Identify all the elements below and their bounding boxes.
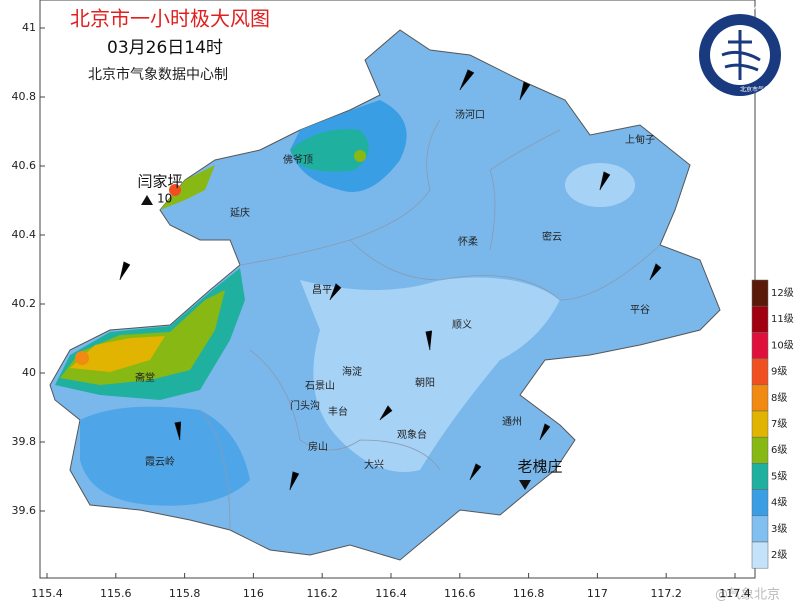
lon-tick-label: 116.2 xyxy=(306,587,338,600)
strong-wind-area xyxy=(354,150,366,162)
lat-tick-label: 39.6 xyxy=(12,504,37,517)
weak-wind-area xyxy=(300,277,560,472)
place-label: 顺义 xyxy=(452,319,472,331)
lon-tick-label: 115.4 xyxy=(31,587,63,600)
legend-swatch xyxy=(751,279,769,307)
legend-label: 5级 xyxy=(771,470,787,482)
credit: 北京市气象数据中心制 xyxy=(88,66,228,83)
place-label: 昌平 xyxy=(312,284,332,296)
legend-label: 11级 xyxy=(771,313,794,325)
watermark: @气象北京 xyxy=(715,587,780,601)
legend-swatch xyxy=(751,358,769,386)
place-label: 石景山 xyxy=(305,380,335,392)
legend-swatch xyxy=(751,489,769,517)
legend-swatch xyxy=(751,410,769,438)
weak-wind-area xyxy=(565,163,635,207)
lat-tick-label: 40.8 xyxy=(12,90,37,103)
station-name: 闫家坪 xyxy=(137,173,182,191)
logo-text-cn: 北京市气象局 xyxy=(740,86,776,94)
lon-tick-label: 116.6 xyxy=(444,587,476,600)
lat-tick-label: 40 xyxy=(22,366,36,379)
place-label: 观象台 xyxy=(397,428,427,441)
station-marker xyxy=(141,195,153,205)
logo-mark xyxy=(721,30,761,80)
moderate-wind-area xyxy=(80,406,250,506)
place-label: 丰台 xyxy=(328,405,348,418)
lat-tick-label: 40.6 xyxy=(12,159,37,172)
place-label: 斋堂 xyxy=(135,371,155,384)
station-marker xyxy=(519,480,531,490)
place-label: 海淀 xyxy=(342,365,362,378)
legend-label: 9级 xyxy=(771,366,787,378)
place-label: 佛爷顶 xyxy=(283,153,313,166)
lon-tick-label: 115.8 xyxy=(169,587,201,600)
place-label: 密云 xyxy=(542,230,562,243)
legend-swatch xyxy=(751,541,769,569)
place-label: 霞云岭 xyxy=(145,455,175,468)
lon-tick-label: 116.8 xyxy=(513,587,545,600)
legend-swatch xyxy=(751,515,769,543)
place-label: 门头沟 xyxy=(290,399,320,412)
place-label: 上甸子 xyxy=(625,133,655,146)
place-label: 通州 xyxy=(502,416,522,428)
legend-label: 10级 xyxy=(771,339,794,351)
legend-swatch xyxy=(751,384,769,412)
legend-label: 2级 xyxy=(771,549,787,561)
lon-tick-label: 116.4 xyxy=(375,587,407,600)
strong-wind-area xyxy=(169,184,181,196)
legend-swatch xyxy=(751,463,769,490)
strong-wind-area xyxy=(70,336,165,372)
lat-tick-label: 40.4 xyxy=(12,228,37,241)
station-name: 老槐庄 xyxy=(517,458,562,476)
legend-label: 3级 xyxy=(771,523,787,535)
place-label: 怀柔 xyxy=(458,236,478,248)
lat-tick-label: 41 xyxy=(22,21,36,34)
legend-label: 8级 xyxy=(771,392,787,404)
legend-label: 12级 xyxy=(771,287,794,299)
lon-tick-label: 116 xyxy=(243,587,264,600)
strong-wind-area xyxy=(75,351,89,365)
lon-tick-label: 117.2 xyxy=(650,587,682,600)
place-label: 平谷 xyxy=(630,304,650,316)
legend-label: 6级 xyxy=(771,444,787,456)
strong-wind-area xyxy=(160,165,215,210)
station-value: 10 xyxy=(157,192,172,206)
place-label: 大兴 xyxy=(364,458,384,471)
district-borders xyxy=(199,119,661,531)
place-label: 房山 xyxy=(308,440,328,453)
legend-label: 7级 xyxy=(771,418,787,430)
place-label: 朝阳 xyxy=(415,377,435,389)
legend-swatch xyxy=(751,305,769,333)
place-label: 延庆 xyxy=(230,206,250,219)
time: 03月26日14时 xyxy=(107,38,223,58)
title: 北京市一小时极大风图 xyxy=(70,7,270,31)
lat-tick-label: 39.8 xyxy=(12,435,37,448)
place-label: 汤河口 xyxy=(455,108,485,121)
lon-tick-label: 115.6 xyxy=(100,587,132,600)
legend-swatch xyxy=(751,436,769,464)
lon-tick-label: 117.4 xyxy=(719,587,751,600)
lon-tick-label: 117 xyxy=(587,587,608,600)
lat-tick-label: 40.2 xyxy=(12,297,37,310)
legend-label: 4级 xyxy=(771,497,787,509)
wind-barbs xyxy=(119,69,662,491)
legend-swatch xyxy=(751,332,769,359)
strong-wind-area xyxy=(290,129,369,172)
